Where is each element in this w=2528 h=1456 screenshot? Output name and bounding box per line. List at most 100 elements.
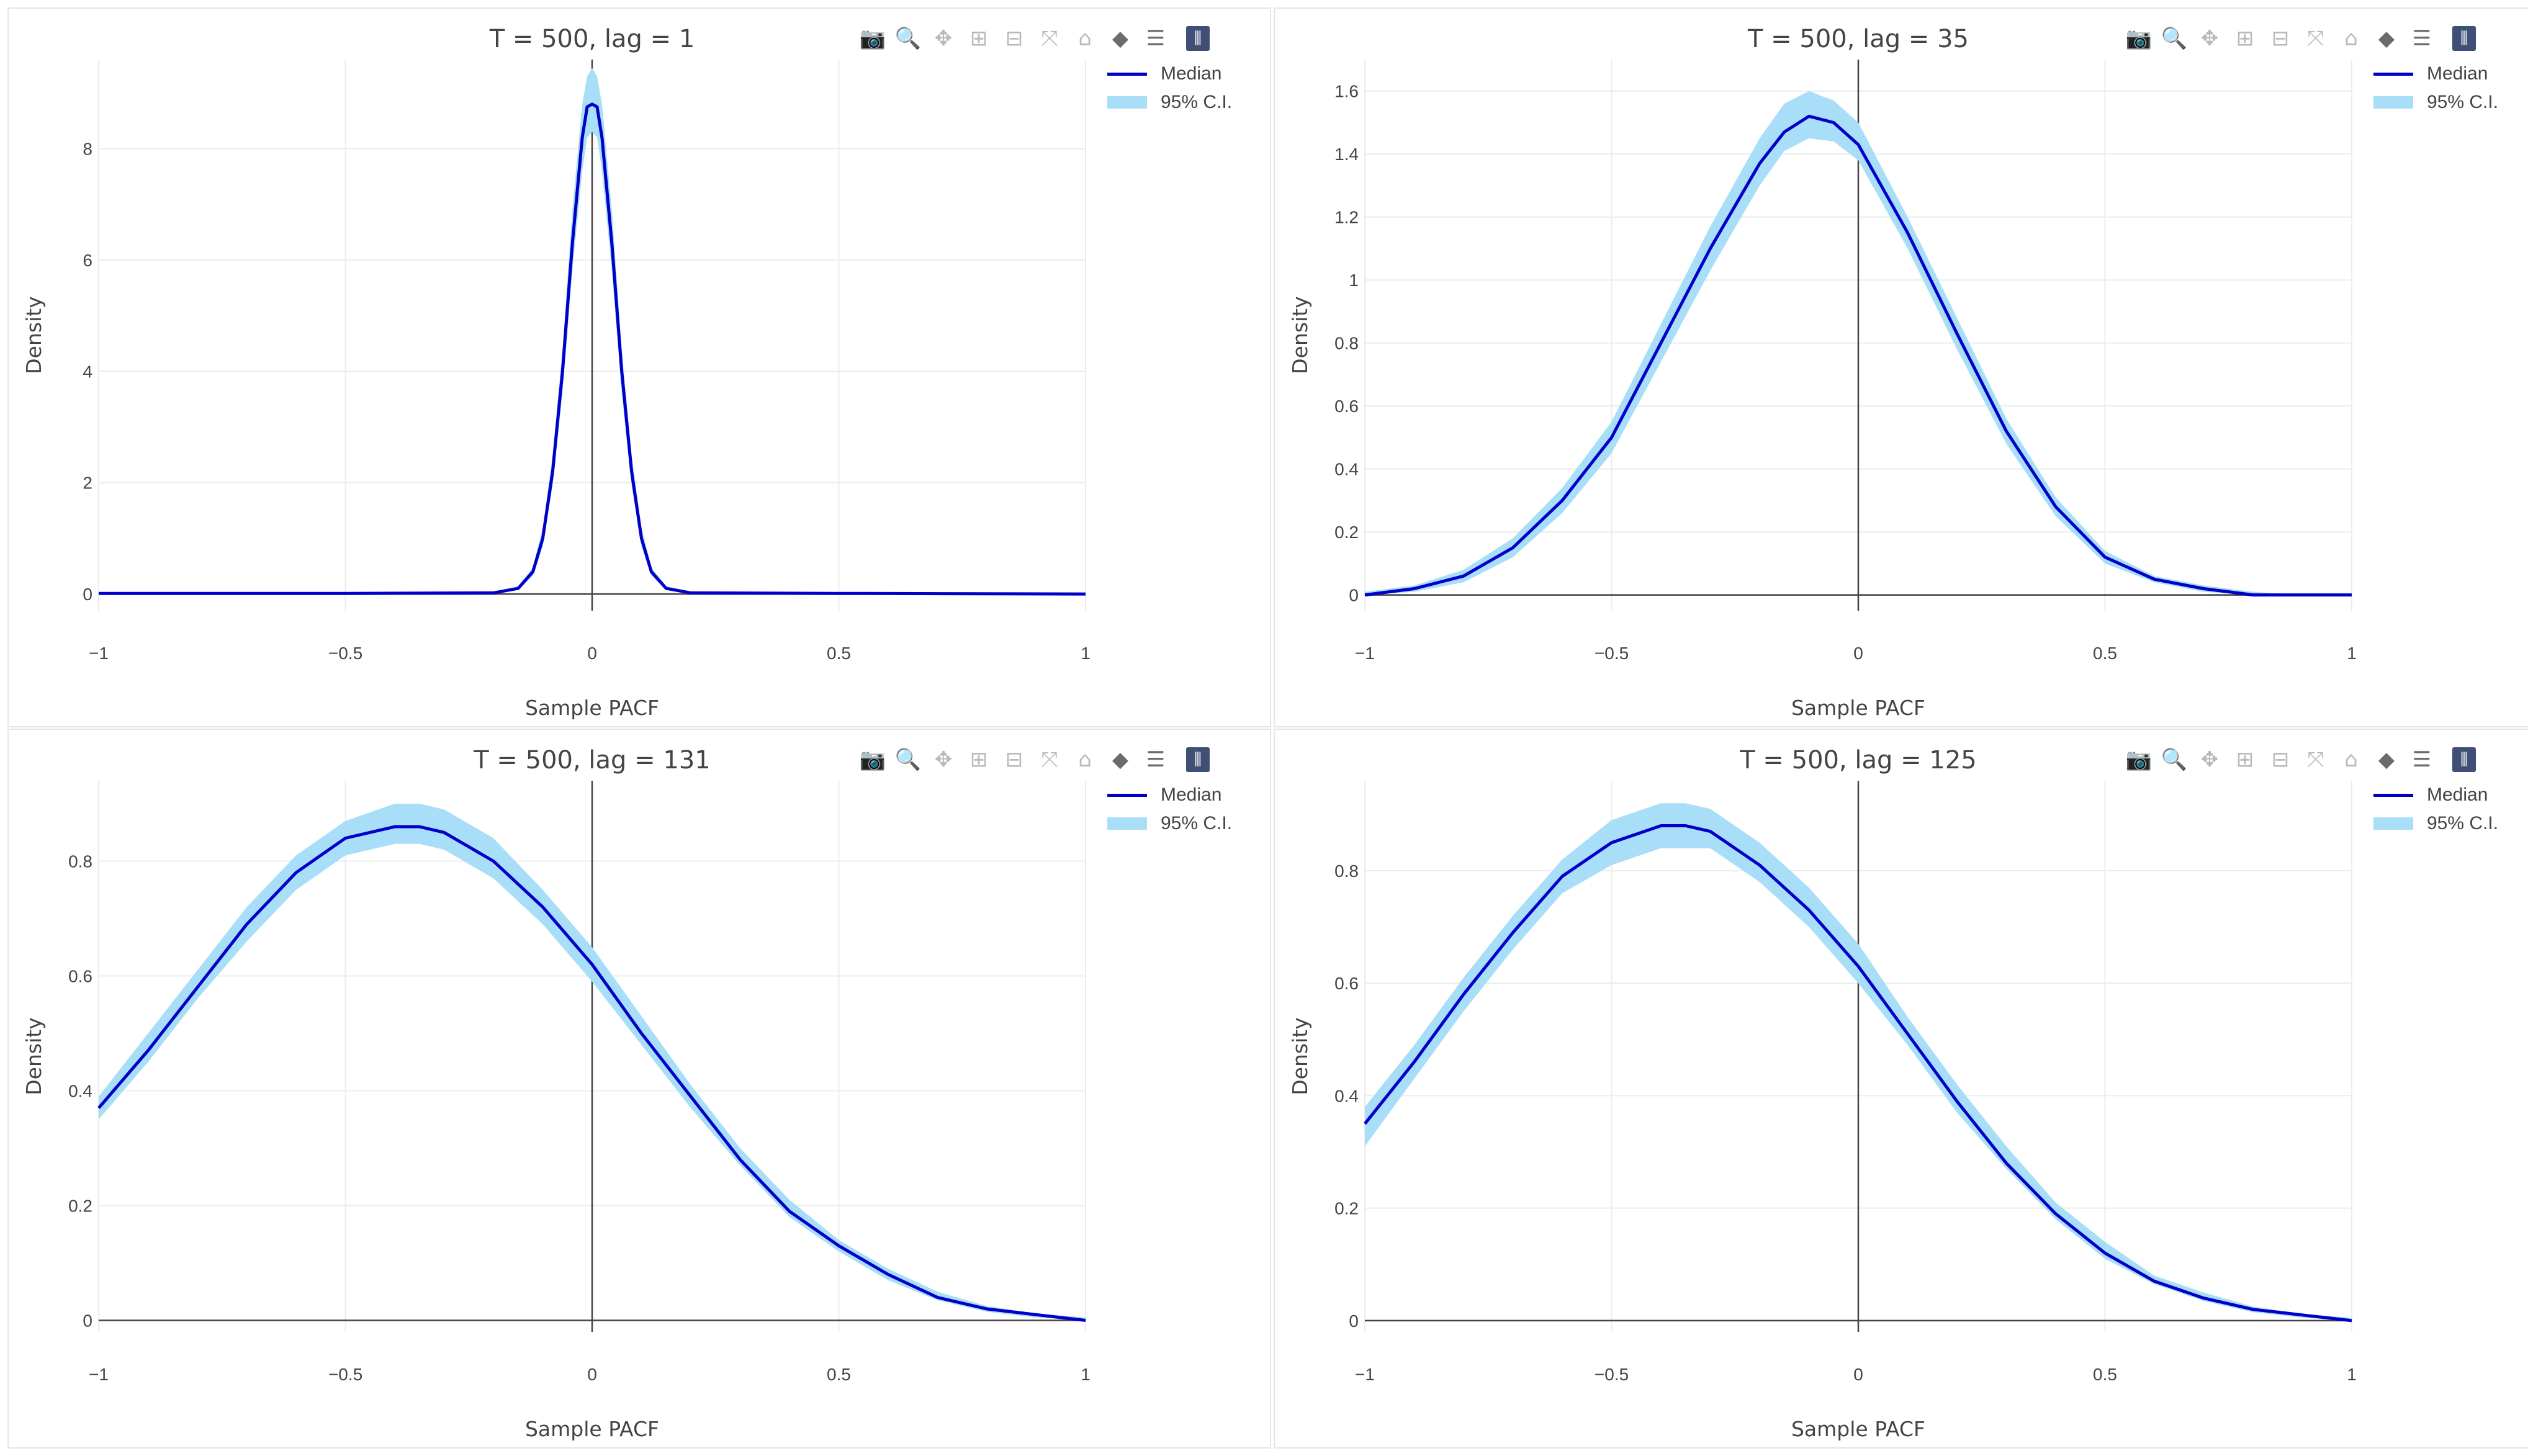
camera-icon[interactable]: 📷 bbox=[2125, 747, 2152, 772]
legend-item-median[interactable]: Median bbox=[1107, 781, 1232, 809]
chart-title: T = 500, lag = 1 bbox=[489, 25, 695, 53]
zoom-out-icon[interactable]: ⊟ bbox=[1005, 747, 1023, 772]
plotly-logo-icon[interactable]: ⫼ bbox=[2452, 26, 2476, 51]
y-tick-label: 0.8 bbox=[68, 852, 92, 871]
autoscale-icon[interactable]: ⤧ bbox=[2307, 747, 2324, 772]
y-axis-title: Density bbox=[1288, 296, 1312, 374]
legend-item-ci[interactable]: 95% C.I. bbox=[1107, 88, 1232, 117]
x-tick-label: 1 bbox=[1081, 644, 1091, 663]
hover-closest-icon[interactable]: ◆ bbox=[1112, 747, 1129, 772]
y-tick-label: 0 bbox=[1349, 586, 1359, 605]
x-tick-label: 0.5 bbox=[2093, 644, 2117, 663]
y-tick-label: 1 bbox=[1349, 271, 1359, 290]
zoom-icon[interactable]: 🔍 bbox=[894, 26, 922, 51]
hover-compare-icon[interactable]: ☰ bbox=[1146, 747, 1166, 772]
legend-label-median: Median bbox=[1161, 63, 1222, 84]
camera-icon[interactable]: 📷 bbox=[859, 747, 886, 772]
chart-title: T = 500, lag = 131 bbox=[473, 746, 710, 775]
chart-svg: −1 −0.5 0 0.5 1 0 0.2 0.4 0.6 0.8 T = 500, lag = 1… bbox=[22, 746, 1091, 1441]
x-tick-label: 0 bbox=[1853, 1365, 1863, 1384]
hover-closest-icon[interactable]: ◆ bbox=[1112, 26, 1129, 51]
reset-axes-icon[interactable]: ⌂ bbox=[1078, 747, 1092, 772]
y-tick-label: 0.4 bbox=[68, 1082, 92, 1101]
x-tick-label: 0 bbox=[587, 644, 597, 663]
legend-label-ci: 95% C.I. bbox=[1161, 92, 1233, 112]
legend-item-ci[interactable]: 95% C.I. bbox=[1107, 809, 1232, 838]
hover-compare-icon[interactable]: ☰ bbox=[2412, 26, 2432, 51]
chart-title: T = 500, lag = 35 bbox=[1747, 25, 1969, 53]
x-tick-label: −1 bbox=[89, 644, 109, 663]
y-tick-label: 2 bbox=[83, 474, 92, 493]
plotly-logo-icon[interactable]: ⫼ bbox=[1186, 26, 1210, 51]
y-tick-label: 0 bbox=[83, 1311, 92, 1331]
x-tick-label: 0.5 bbox=[827, 644, 851, 663]
plotly-logo-icon[interactable]: ⫼ bbox=[1186, 747, 1210, 772]
zoom-in-icon[interactable]: ⊞ bbox=[2236, 747, 2254, 772]
median-line bbox=[99, 102, 1086, 596]
legend-item-median[interactable]: Median bbox=[2373, 60, 2498, 88]
chart-panel-lag-35: −1 −0.5 0 0.5 1 0 0.2 0.4 0.6 0.8 1 1.2 1.4 1.6 T = 50… bbox=[1274, 7, 2528, 727]
pan-icon[interactable]: ✥ bbox=[2200, 26, 2219, 51]
ci-swatch bbox=[1107, 96, 1147, 109]
x-tick-label: 0 bbox=[587, 1365, 597, 1384]
autoscale-icon[interactable]: ⤧ bbox=[1041, 747, 1058, 772]
zoom-out-icon[interactable]: ⊟ bbox=[1005, 26, 1023, 51]
x-tick-label: 1 bbox=[2347, 644, 2357, 663]
reset-axes-icon[interactable]: ⌂ bbox=[2344, 26, 2358, 51]
y-tick-label: 0.8 bbox=[1334, 861, 1359, 881]
x-tick-label: −0.5 bbox=[328, 644, 362, 663]
zoom-icon[interactable]: 🔍 bbox=[894, 747, 922, 772]
median-swatch bbox=[2373, 793, 2413, 797]
y-tick-label: 4 bbox=[83, 362, 92, 381]
hover-closest-icon[interactable]: ◆ bbox=[2378, 26, 2395, 51]
modebar: 📷 🔍 ✥ ⊞ ⊟ ⤧ ⌂ ◆ ☰ ⫼ bbox=[2125, 741, 2484, 778]
reset-axes-icon[interactable]: ⌂ bbox=[1078, 26, 1092, 51]
y-axis-title: Density bbox=[22, 1017, 46, 1095]
legend-item-ci[interactable]: 95% C.I. bbox=[2373, 88, 2498, 117]
y-tick-label: 1.6 bbox=[1334, 82, 1359, 101]
y-tick-label: 0.6 bbox=[68, 967, 92, 986]
plotly-logo-icon[interactable]: ⫼ bbox=[2452, 747, 2476, 772]
autoscale-icon[interactable]: ⤧ bbox=[2307, 26, 2324, 51]
x-tick-label: 1 bbox=[2347, 1365, 2357, 1384]
camera-icon[interactable]: 📷 bbox=[2125, 26, 2152, 51]
legend-item-median[interactable]: Median bbox=[1107, 60, 1232, 88]
autoscale-icon[interactable]: ⤧ bbox=[1041, 26, 1058, 51]
y-tick-label: 0 bbox=[1349, 1311, 1359, 1331]
legend-label-median: Median bbox=[2427, 784, 2488, 805]
x-axis-title: Sample PACF bbox=[1791, 696, 1925, 720]
legend-item-median[interactable]: Median bbox=[2373, 781, 2498, 809]
modebar: 📷 🔍 ✥ ⊞ ⊟ ⤧ ⌂ ◆ ☰ ⫼ bbox=[859, 741, 1218, 778]
zoom-out-icon[interactable]: ⊟ bbox=[2271, 747, 2290, 772]
median-swatch bbox=[1107, 72, 1147, 76]
y-axis-title: Density bbox=[1288, 1017, 1312, 1095]
ci-swatch bbox=[1107, 817, 1147, 830]
y-tick-label: 0.2 bbox=[1334, 523, 1359, 542]
hover-closest-icon[interactable]: ◆ bbox=[2378, 747, 2395, 772]
camera-icon[interactable]: 📷 bbox=[859, 26, 886, 51]
hover-compare-icon[interactable]: ☰ bbox=[2412, 747, 2432, 772]
zoom-in-icon[interactable]: ⊞ bbox=[2236, 26, 2254, 51]
legend: Median 95% C.I. bbox=[1107, 60, 1232, 117]
x-tick-label: 1 bbox=[1081, 1365, 1091, 1384]
reset-axes-icon[interactable]: ⌂ bbox=[2344, 747, 2358, 772]
zoom-out-icon[interactable]: ⊟ bbox=[2271, 26, 2290, 51]
chart-panel-lag-131: −1 −0.5 0 0.5 1 0 0.2 0.4 0.6 0.8 T = 500, lag = 1… bbox=[7, 729, 1271, 1449]
legend-label-median: Median bbox=[1161, 784, 1222, 805]
y-axis-title: Density bbox=[22, 296, 46, 374]
pan-icon[interactable]: ✥ bbox=[934, 26, 953, 51]
zoom-in-icon[interactable]: ⊞ bbox=[969, 26, 988, 51]
y-tick-label: 0.2 bbox=[68, 1197, 92, 1216]
pan-icon[interactable]: ✥ bbox=[934, 747, 953, 772]
ci-swatch bbox=[2373, 817, 2413, 830]
zoom-in-icon[interactable]: ⊞ bbox=[969, 747, 988, 772]
hover-compare-icon[interactable]: ☰ bbox=[1146, 26, 1166, 51]
zoom-icon[interactable]: 🔍 bbox=[2161, 26, 2188, 51]
y-tick-label: 0.4 bbox=[1334, 1086, 1359, 1105]
y-tick-label: 0.6 bbox=[1334, 397, 1359, 416]
legend-item-ci[interactable]: 95% C.I. bbox=[2373, 809, 2498, 838]
y-tick-label: 0.6 bbox=[1334, 974, 1359, 993]
pan-icon[interactable]: ✥ bbox=[2200, 747, 2219, 772]
legend-label-ci: 95% C.I. bbox=[2427, 92, 2499, 112]
zoom-icon[interactable]: 🔍 bbox=[2161, 747, 2188, 772]
